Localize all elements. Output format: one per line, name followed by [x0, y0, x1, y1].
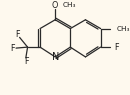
Text: F: F	[24, 57, 29, 66]
Text: N: N	[51, 52, 59, 62]
Text: CH₃: CH₃	[62, 2, 76, 8]
Text: F: F	[10, 44, 15, 53]
Text: F: F	[16, 30, 20, 39]
Text: F: F	[114, 43, 118, 52]
Text: O: O	[51, 1, 57, 10]
Text: CH₃: CH₃	[117, 26, 130, 32]
